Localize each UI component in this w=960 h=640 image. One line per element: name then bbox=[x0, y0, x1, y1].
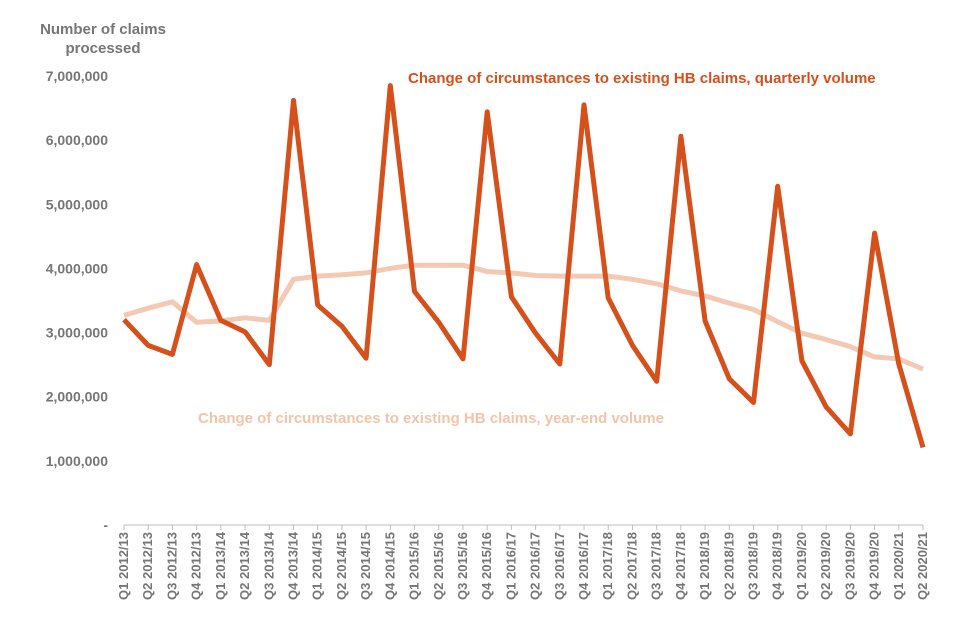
x-tick-label: Q4 2018/19 bbox=[770, 532, 785, 600]
x-tick-label: Q4 2019/20 bbox=[867, 532, 882, 600]
x-tick-label: Q2 2020/21 bbox=[915, 532, 930, 600]
x-tick-label: Q2 2017/18 bbox=[624, 532, 639, 600]
legend-year-end-label: Change of circumstances to existing HB c… bbox=[198, 410, 664, 427]
x-tick-label: Q4 2016/17 bbox=[576, 532, 591, 600]
x-tick-label: Q2 2013/14 bbox=[237, 531, 252, 600]
x-tick-label: Q2 2014/15 bbox=[334, 532, 349, 600]
x-tick-label: Q1 2019/20 bbox=[794, 532, 809, 600]
y-tick-label: 3,000,000 bbox=[46, 325, 108, 341]
y-tick-label: 7,000,000 bbox=[46, 68, 108, 84]
x-tick-label: Q3 2017/18 bbox=[649, 532, 664, 600]
series-line-year-end bbox=[123, 262, 924, 372]
x-tick-label: Q2 2018/19 bbox=[721, 532, 736, 600]
series-line-quarterly bbox=[122, 83, 926, 449]
y-tick-label: 6,000,000 bbox=[46, 132, 108, 148]
x-tick-label: Q4 2013/14 bbox=[285, 531, 300, 600]
x-tick-label: Q1 2018/19 bbox=[697, 532, 712, 600]
y-axis-ticks: - 1,000,000 2,000,000 3,000,000 4,000,000 5,0… bbox=[46, 68, 109, 533]
x-tick-label: Q4 2015/16 bbox=[479, 532, 494, 600]
x-tick-label: Q1 2020/21 bbox=[891, 532, 906, 600]
x-tick-label: Q3 2014/15 bbox=[358, 532, 373, 600]
x-tick-label: Q1 2014/15 bbox=[310, 532, 325, 600]
x-tick-label: Q1 2017/18 bbox=[600, 532, 615, 600]
plot-area bbox=[122, 83, 926, 530]
x-tick-label: Q2 2016/17 bbox=[528, 532, 543, 600]
x-tick-label: Q4 2012/13 bbox=[189, 532, 204, 600]
y-tick-label: 5,000,000 bbox=[46, 196, 108, 212]
x-tick-label: Q1 2012/13 bbox=[116, 532, 131, 600]
x-tick-label: Q3 2015/16 bbox=[455, 532, 470, 600]
x-axis-ticks: Q1 2012/13 Q2 2012/13 Q3 2012/13 Q4 2012/13… bbox=[116, 531, 930, 600]
x-tick-label: Q1 2013/14 bbox=[213, 531, 228, 600]
x-tick-label: Q3 2016/17 bbox=[552, 532, 567, 600]
x-tick-label: Q4 2017/18 bbox=[673, 532, 688, 600]
x-tick-label: Q3 2018/19 bbox=[746, 532, 761, 600]
x-tick-label: Q2 2012/13 bbox=[140, 532, 155, 600]
y-axis-title-line-1: Number of claims bbox=[40, 21, 166, 38]
x-tick-label: Q2 2015/16 bbox=[431, 532, 446, 600]
x-tick-label: Q4 2014/15 bbox=[382, 532, 397, 600]
x-tick-label: Q3 2019/20 bbox=[842, 532, 857, 600]
x-tick-label: Q1 2015/16 bbox=[407, 532, 422, 600]
legend-quarterly-label: Change of circumstances to existing HB c… bbox=[408, 70, 876, 87]
x-tick-label: Q3 2013/14 bbox=[261, 531, 276, 600]
y-tick-label: 2,000,000 bbox=[46, 389, 108, 405]
x-tick-label: Q2 2019/20 bbox=[818, 532, 833, 600]
x-tick-label: Q3 2012/13 bbox=[164, 532, 179, 600]
y-tick-label: - bbox=[103, 517, 108, 533]
x-tick-label: Q1 2016/17 bbox=[503, 532, 518, 600]
y-tick-label: 1,000,000 bbox=[46, 453, 108, 469]
y-tick-label: 4,000,000 bbox=[46, 260, 108, 276]
y-axis-title-line-2: processed bbox=[65, 40, 140, 57]
